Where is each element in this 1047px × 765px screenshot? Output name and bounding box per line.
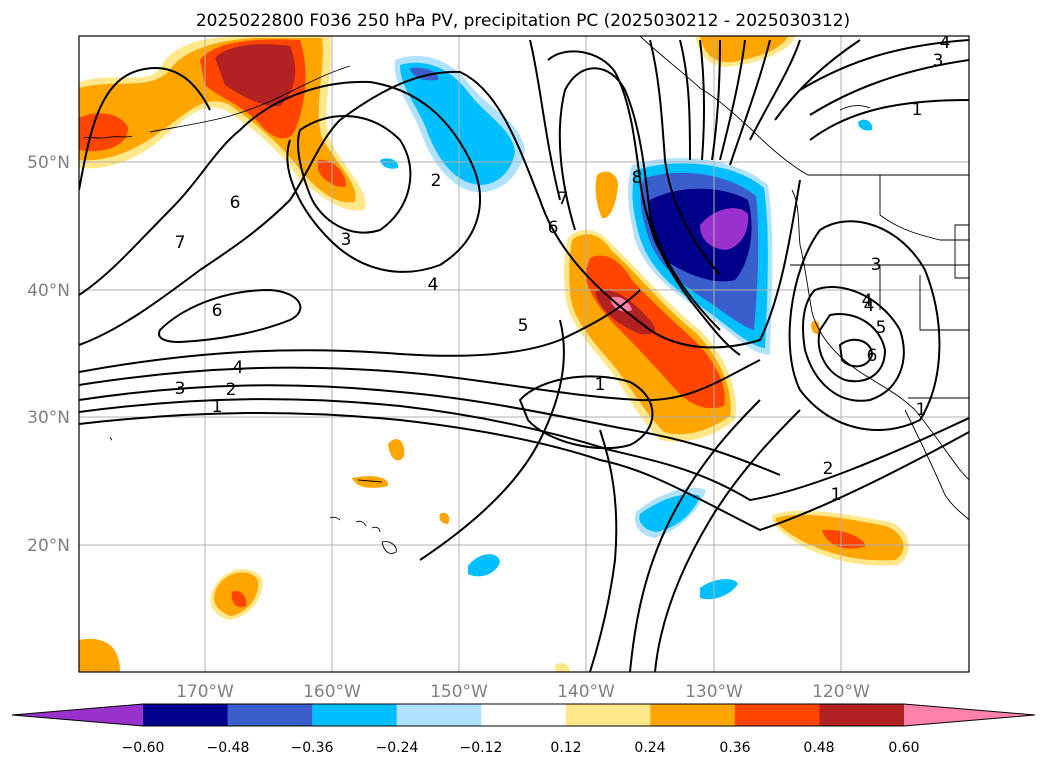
longitude-labels: 170°W 160°W 150°W 140°W 130°W 120°W: [176, 682, 870, 702]
lon-label: 130°W: [685, 682, 743, 702]
colorbar-tick-label: 0.24: [634, 740, 665, 756]
contour-label: 4: [864, 296, 875, 316]
contour-label: 1: [912, 100, 923, 120]
negative-region: [400, 62, 515, 185]
contour-label: 4: [428, 275, 439, 295]
negative-region: [380, 158, 399, 169]
negative-region: [700, 579, 738, 600]
colorbar-cell: [819, 704, 905, 726]
colorbar-tick-label: 0.48: [803, 740, 834, 756]
negative-region: [639, 494, 700, 532]
positive-region: [610, 296, 632, 312]
contour-label: 4: [940, 33, 951, 53]
contour-label: 5: [518, 316, 529, 336]
positive-region: [439, 512, 450, 524]
positive-region: [215, 44, 296, 107]
map-title: 2025022800 F036 250 hPa PV, precipitatio…: [196, 11, 850, 31]
positive-region: [555, 662, 570, 672]
colorbar-cell: [312, 704, 398, 726]
islands: [109, 437, 397, 554]
colorbar-cell: [143, 704, 229, 726]
colorbar-cell: [481, 704, 567, 726]
positive-region: [352, 476, 389, 488]
lon-label: 140°W: [557, 682, 615, 702]
contour-label: 6: [212, 301, 223, 321]
lat-label: 30°N: [27, 408, 70, 428]
contour-label: 6: [548, 218, 559, 238]
lat-label: 40°N: [27, 281, 70, 301]
lon-label: 150°W: [430, 682, 488, 702]
contour-label: 3: [175, 379, 186, 399]
contour-labels: 1 2 3 4 6 7 6 2 3 4 5 1 7 6 8 4 3 4 5 6: [175, 33, 951, 505]
contour-label: 8: [632, 168, 643, 188]
pv-contours: [79, 39, 969, 672]
colorbar-tick-label: 0.12: [550, 740, 581, 756]
lat-label: 20°N: [27, 536, 70, 556]
colorbar-tick-label: −0.48: [207, 740, 250, 756]
coastlines: [83, 36, 969, 521]
colorbar-tick-label: −0.60: [122, 740, 165, 756]
positive-region: [822, 529, 866, 549]
contour-label: 1: [916, 400, 927, 420]
positive-region: [595, 171, 618, 219]
positive-region: [231, 590, 247, 608]
colorbar-tick-label: 0.36: [719, 740, 750, 756]
contour-label: 1: [212, 397, 223, 417]
lat-label: 50°N: [27, 153, 70, 173]
contour-label: 2: [431, 171, 442, 191]
colorbar-outline: [11, 703, 1036, 727]
positive-region: [79, 113, 128, 152]
colorbar-tick-label: −0.36: [291, 740, 334, 756]
lon-label: 120°W: [812, 682, 870, 702]
colorbar-tick-labels: −0.60 −0.48 −0.36 −0.24 −0.12 0.12 0.24 …: [122, 740, 920, 756]
contour-label: 6: [867, 346, 878, 366]
colorbar-tick-label: −0.24: [376, 740, 419, 756]
contour-label: 3: [341, 230, 352, 250]
map-panel: 1 2 3 4 6 7 6 2 3 4 5 1 7 6 8 4 3 4 5 6: [78, 33, 970, 673]
colorbar-cells: [11, 703, 1036, 727]
colorbar-cell: [734, 704, 820, 726]
colorbar-cell: [396, 704, 482, 726]
contour-label: 1: [831, 485, 842, 505]
latitude-labels: 50°N 40°N 30°N 20°N: [27, 153, 70, 556]
colorbar-cell: [650, 704, 736, 726]
colorbar-extension-max: [904, 704, 1035, 726]
contour-label: 3: [871, 255, 882, 275]
colorbar: −0.60 −0.48 −0.36 −0.24 −0.12 0.12 0.24 …: [11, 703, 1036, 756]
contour-label: 4: [862, 291, 873, 311]
negative-region: [410, 67, 439, 81]
lon-label: 170°W: [176, 682, 234, 702]
colorbar-tick-label: 0.60: [888, 740, 919, 756]
contour-label: 6: [230, 193, 241, 213]
map-frame: [78, 35, 970, 673]
contour-label: 1: [595, 375, 606, 395]
negative-region: [858, 119, 873, 131]
contour-label: 2: [226, 380, 237, 400]
lon-label: 160°W: [303, 682, 361, 702]
negative-region: [468, 554, 500, 577]
colorbar-tick-label: −0.12: [460, 740, 503, 756]
contour-label: 5: [876, 318, 887, 338]
contour-label: 7: [175, 233, 186, 253]
positive-region: [388, 439, 405, 461]
colorbar-cell: [227, 704, 313, 726]
positive-region: [585, 255, 725, 409]
contour-label: 4: [233, 358, 244, 378]
negative-region: [700, 208, 749, 250]
colorbar-cell: [565, 704, 651, 726]
positive-region: [79, 638, 120, 672]
contour-label: 2: [823, 459, 834, 479]
contour-label: 3: [933, 51, 944, 71]
colorbar-extension-min: [12, 704, 143, 726]
contour-label: 7: [558, 189, 569, 209]
positive-region: [811, 320, 820, 334]
